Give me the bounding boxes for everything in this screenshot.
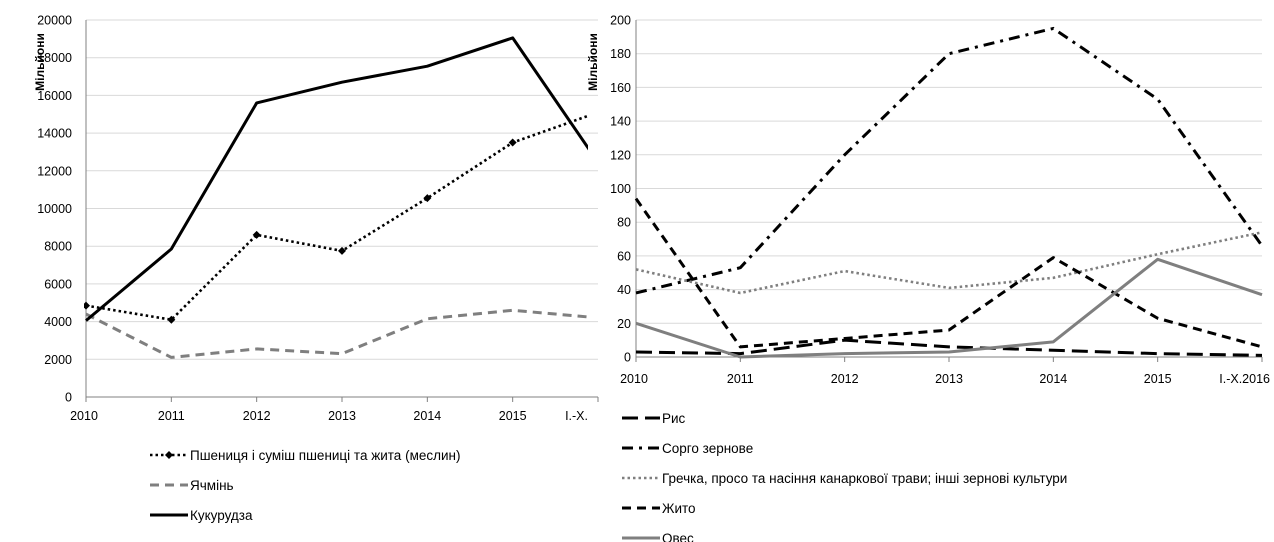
y-tick-label: 80 — [617, 216, 631, 230]
data-point-marker — [252, 230, 261, 239]
x-tick-label: 2012 — [243, 409, 271, 423]
legend-label: Жито — [662, 501, 696, 516]
data-point-marker — [508, 138, 517, 147]
data-point-marker — [84, 301, 90, 310]
legend-label: Кукурудза — [190, 508, 253, 523]
legend-label: Рис — [662, 411, 686, 426]
x-tick-label: I.-X. — [565, 409, 588, 423]
legend-marker — [165, 451, 173, 459]
x-tick-label: 2011 — [727, 372, 754, 386]
x-tick-label: 2010 — [70, 409, 98, 423]
x-tick-label: 2015 — [499, 409, 527, 423]
series-line-1 — [85, 114, 588, 322]
y-tick-label: 120 — [610, 148, 631, 162]
y-tick-label: 6000 — [44, 277, 72, 291]
series-group — [84, 36, 602, 359]
x-tick-label: 2015 — [1144, 372, 1172, 386]
series-line-5 — [635, 257, 1263, 359]
series-line-2 — [635, 26, 1264, 295]
data-point-marker — [338, 246, 346, 255]
x-tick-label: 2014 — [1039, 372, 1067, 386]
data-point-marker — [423, 194, 432, 203]
y-tick-label: 14000 — [37, 127, 72, 141]
x-tick-label: 2011 — [158, 409, 185, 423]
y-tick-label: 0 — [65, 391, 72, 405]
y-tick-label: 2000 — [44, 353, 72, 367]
series-line-4 — [634, 197, 1263, 349]
series-line-3 — [85, 36, 588, 322]
y-tick-label: 200 — [610, 14, 631, 28]
y-tick-label: 16000 — [37, 89, 72, 103]
data-point-marker — [167, 315, 176, 324]
x-tick-label: 2013 — [328, 409, 356, 423]
y-tick-label: 60 — [617, 249, 631, 263]
chart-1: 0 2000 4000 6000 8000 10000 12000 14000 16000 180… — [33, 14, 602, 523]
x-tick-label: 2014 — [413, 409, 441, 423]
x-tick-label: I.-X.2016 — [1219, 372, 1270, 386]
y-tick-label: 8000 — [44, 240, 72, 254]
series-group — [634, 26, 1264, 359]
data-point-marker — [594, 108, 602, 116]
x-tick-label: 2010 — [620, 372, 648, 386]
x-tick-label: 2013 — [935, 372, 963, 386]
legend-label: Овес — [662, 531, 694, 542]
y-tick-label: 0 — [624, 351, 631, 365]
y-tick-label: 20000 — [37, 14, 72, 28]
y-tick-label: 10000 — [37, 202, 72, 216]
y-tick-label: 12000 — [37, 164, 72, 178]
chart-2: 0 20 40 60 80 100 120 140 160 180 200 2010 2011 2012 2… — [586, 14, 1270, 542]
y-tick-label: 18000 — [37, 51, 72, 65]
x-tick-label: 2012 — [831, 372, 859, 386]
series-line-3 — [635, 231, 1263, 295]
series-line-1 — [635, 338, 1263, 357]
legend-label: Ячмінь — [190, 478, 234, 493]
y-tick-label: 40 — [617, 283, 631, 297]
legend-label: Гречка, просо та насіння канаркової трав… — [662, 471, 1067, 486]
legend: Пшениця і суміш пшениці та жита (меслин)… — [150, 448, 460, 523]
y-tick-label: 180 — [610, 47, 631, 61]
y-tick-label: 20 — [617, 317, 631, 331]
y-tick-label: 4000 — [44, 315, 72, 329]
y-tick-label: 100 — [610, 182, 631, 196]
y-tick-label: 140 — [610, 115, 631, 129]
series-line-2 — [85, 308, 588, 359]
y-axis-title: Мільйони — [33, 33, 47, 91]
legend-label: Сорго зернове — [662, 441, 753, 456]
legend-label: Пшениця і суміш пшениці та жита (меслин) — [190, 448, 460, 463]
y-tick-label: 160 — [610, 81, 631, 95]
legend: Рис Сорго зернове Гречка, просо та насіння… — [622, 411, 1067, 542]
y-axis-title: Мільйони — [586, 33, 600, 91]
